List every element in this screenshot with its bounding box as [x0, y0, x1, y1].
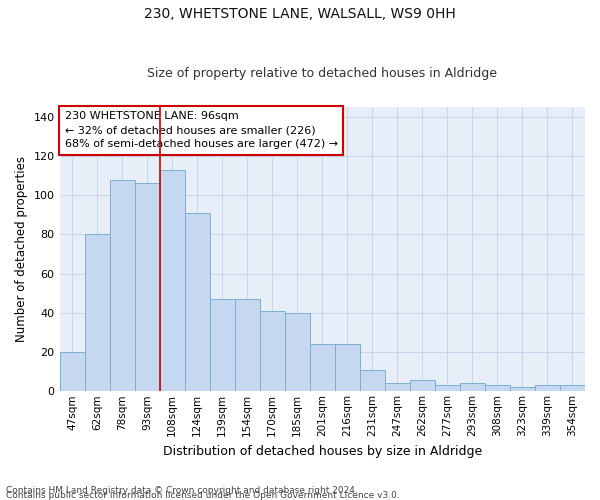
Bar: [285, 313, 310, 392]
Bar: [410, 380, 435, 392]
Bar: [335, 344, 360, 392]
Bar: [235, 299, 260, 392]
Bar: [209, 299, 235, 392]
Bar: [134, 184, 160, 392]
Text: 230 WHETSTONE LANE: 96sqm
← 32% of detached houses are smaller (226)
68% of semi: 230 WHETSTONE LANE: 96sqm ← 32% of detac…: [65, 112, 338, 150]
Title: Size of property relative to detached houses in Aldridge: Size of property relative to detached ho…: [147, 66, 497, 80]
X-axis label: Distribution of detached houses by size in Aldridge: Distribution of detached houses by size …: [163, 444, 482, 458]
Text: 230, WHETSTONE LANE, WALSALL, WS9 0HH: 230, WHETSTONE LANE, WALSALL, WS9 0HH: [144, 8, 456, 22]
Bar: [160, 170, 185, 392]
Bar: [485, 386, 510, 392]
Bar: [560, 386, 585, 392]
Bar: [310, 344, 335, 392]
Bar: [435, 386, 460, 392]
Bar: [85, 234, 110, 392]
Bar: [385, 384, 410, 392]
Bar: [185, 213, 209, 392]
Bar: [460, 384, 485, 392]
Bar: [360, 370, 385, 392]
Bar: [510, 388, 535, 392]
Bar: [59, 352, 85, 392]
Bar: [260, 311, 285, 392]
Bar: [535, 386, 560, 392]
Y-axis label: Number of detached properties: Number of detached properties: [15, 156, 28, 342]
Bar: [110, 180, 134, 392]
Text: Contains HM Land Registry data © Crown copyright and database right 2024.: Contains HM Land Registry data © Crown c…: [6, 486, 358, 495]
Text: Contains public sector information licensed under the Open Government Licence v3: Contains public sector information licen…: [6, 491, 400, 500]
